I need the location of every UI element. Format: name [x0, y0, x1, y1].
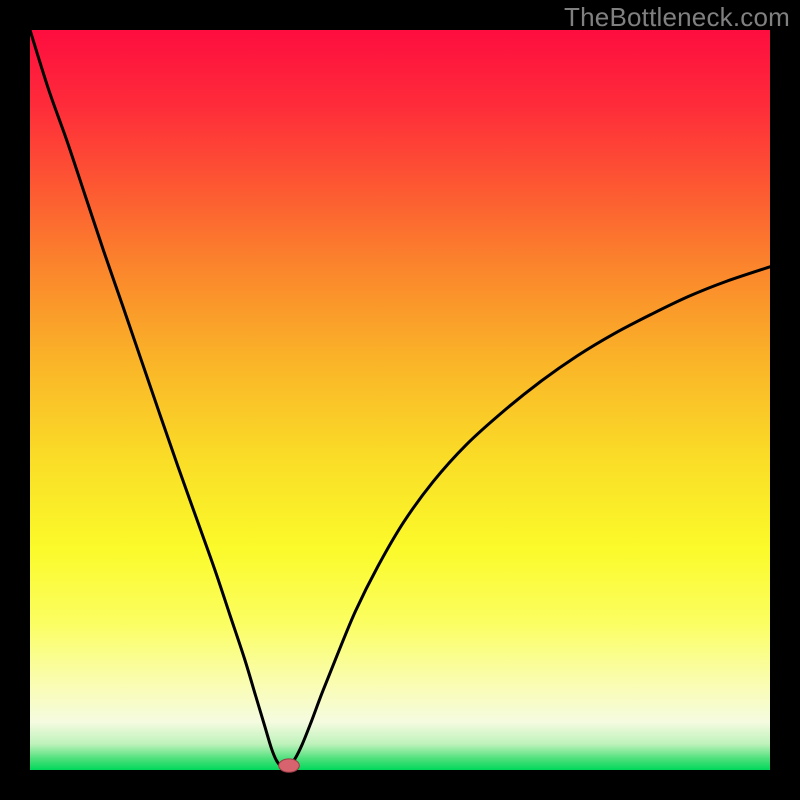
- watermark-text: TheBottleneck.com: [564, 2, 790, 33]
- minimum-marker: [279, 759, 300, 772]
- plot-background: [30, 30, 770, 770]
- chart-container: TheBottleneck.com: [0, 0, 800, 800]
- bottleneck-chart: [0, 0, 800, 800]
